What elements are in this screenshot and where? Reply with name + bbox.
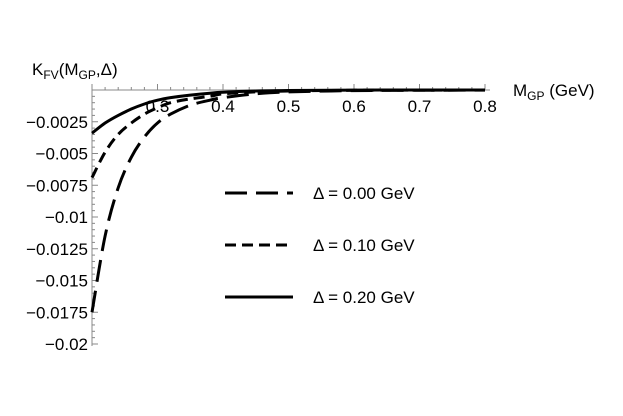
- x-axis-title: MGP (GeV): [513, 81, 595, 103]
- legend-label: Δ = 0.10 GeV: [313, 236, 415, 255]
- axes: 0.3 0.4 0.5 0.6 0.7 0.8−0.0025−0.005−0.0075−0…: [26, 84, 497, 354]
- y-tick-label: −0.0175: [26, 303, 88, 322]
- legend: Δ = 0.00 GeV Δ = 0.10 GeV Δ = 0.20 GeV: [225, 184, 415, 307]
- legend-label: Δ = 0.20 GeV: [313, 288, 415, 307]
- x-tick-label: 0.5: [277, 97, 301, 116]
- series-layer: [90, 88, 486, 313]
- x-tick-label: 0.6: [342, 97, 366, 116]
- y-tick-label: −0.02: [45, 335, 88, 354]
- y-tick-label: −0.0125: [26, 240, 88, 259]
- y-tick-label: −0.0025: [26, 113, 88, 132]
- y-axis-title: KFV(MGP,Δ): [32, 60, 118, 82]
- series-line: [90, 88, 486, 313]
- y-tick-label: −0.0075: [26, 176, 88, 195]
- x-tick-label: 0.4: [211, 97, 235, 116]
- legend-label: Δ = 0.00 GeV: [313, 184, 415, 203]
- y-tick-label: −0.01: [45, 208, 88, 227]
- y-tick-label: −0.015: [36, 272, 88, 291]
- x-tick-label: 0.8: [473, 97, 497, 116]
- series-line: [91, 88, 485, 135]
- x-tick-label: 0.7: [408, 97, 432, 116]
- y-tick-label: −0.005: [36, 145, 88, 164]
